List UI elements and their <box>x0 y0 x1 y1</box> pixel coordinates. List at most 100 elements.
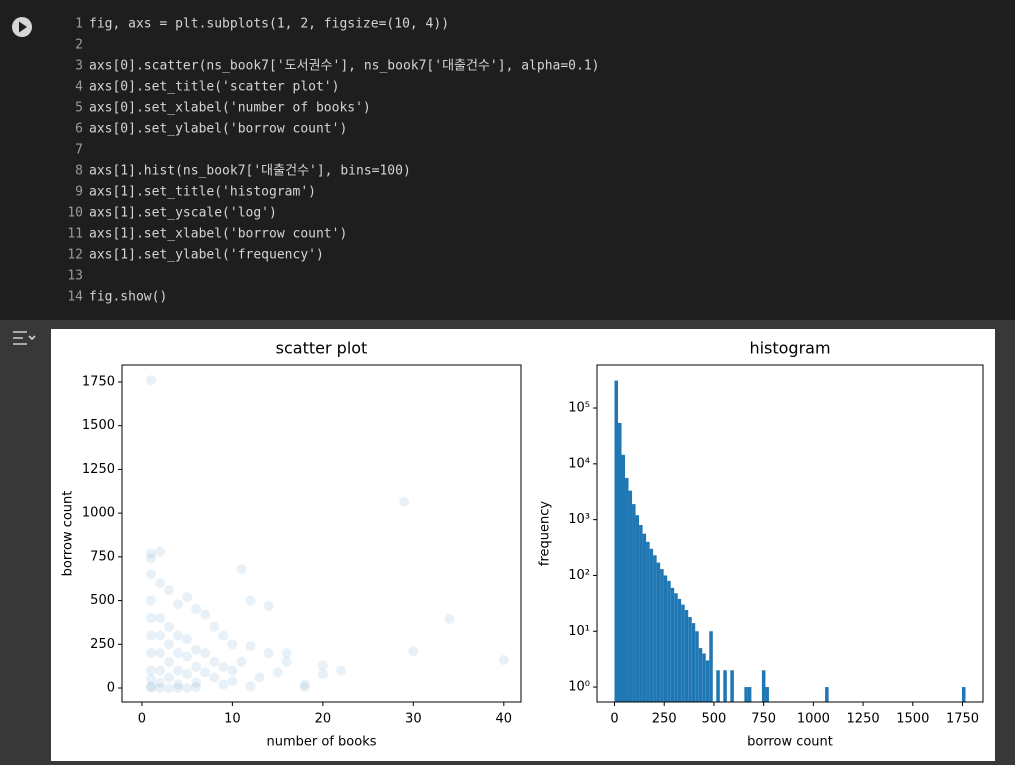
scatter-point <box>182 651 193 662</box>
histogram-bar <box>642 533 647 702</box>
x-tick-label: 10 <box>224 712 241 727</box>
histogram-bar <box>663 575 668 702</box>
scatter-point <box>408 646 419 657</box>
x-tick-label: 1750 <box>946 712 979 727</box>
scatter-point <box>173 599 184 610</box>
x-tick-label: 250 <box>652 712 677 727</box>
histogram-bar <box>625 477 629 702</box>
code-line: axs[1].hist(ns_book7['대출건수'], bins=100) <box>89 164 411 179</box>
histogram-bar <box>649 548 654 702</box>
output-toggle[interactable] <box>13 331 36 345</box>
scatter-point <box>200 609 211 620</box>
scatter-point <box>245 595 256 606</box>
scatter-point <box>191 662 202 673</box>
code-line: axs[0].set_xlabel('number of books') <box>89 101 371 116</box>
scatter-point <box>272 667 283 678</box>
y-tick-label: 10¹ <box>568 624 590 639</box>
scatter-point <box>164 656 175 667</box>
scatter-point <box>145 648 156 659</box>
scatter-point <box>191 604 202 615</box>
histogram-bar <box>691 623 696 702</box>
scatter-point <box>335 665 346 676</box>
code-line: axs[1].set_title('histogram') <box>89 185 316 200</box>
scatter-point <box>317 669 328 680</box>
scatter-point <box>155 677 165 688</box>
scatter-point <box>164 683 175 694</box>
histogram-bar <box>677 598 682 702</box>
scatter-point <box>218 679 229 690</box>
scatter-point <box>263 600 274 611</box>
scatter-point <box>299 682 310 693</box>
code-line: axs[0].scatter(ns_book7['도서권수'], ns_book… <box>89 59 600 74</box>
histogram-bar <box>747 687 752 702</box>
code-line: fig, axs = plt.subplots(1, 2, figsize=(1… <box>89 17 449 32</box>
histogram-bar <box>705 660 710 702</box>
scatter-point <box>145 665 156 676</box>
line-number: 4 <box>75 80 83 95</box>
scatter-point <box>245 681 256 692</box>
scatter-point <box>164 621 175 632</box>
scatter-point <box>145 548 156 559</box>
scatter-point <box>299 679 310 690</box>
scatter-point <box>182 634 193 645</box>
line-number: 5 <box>75 101 83 116</box>
x-axis-label: borrow count <box>747 735 833 750</box>
scatter-point <box>236 564 247 575</box>
code-line: axs[1].set_xlabel('borrow count') <box>89 227 347 242</box>
line-number: 14 <box>67 290 83 305</box>
output-icon[interactable] <box>13 331 36 345</box>
histogram-bar <box>618 422 622 702</box>
histogram-bar <box>670 587 675 702</box>
scatter-point <box>155 546 165 557</box>
axes-frame <box>596 364 984 703</box>
line-number: 1 <box>75 17 83 32</box>
line-number: 9 <box>75 185 83 200</box>
x-tick-label: 1250 <box>847 712 880 727</box>
scatter-point <box>317 660 328 671</box>
y-tick-label: 500 <box>90 593 115 608</box>
scatter-point <box>191 682 202 693</box>
scatter-point <box>155 683 165 694</box>
line-number: 3 <box>75 59 83 74</box>
histogram-bar <box>639 525 643 702</box>
run-button[interactable] <box>12 17 32 37</box>
histogram-bar <box>709 631 713 702</box>
line-number: 6 <box>75 122 83 137</box>
scatter-point <box>155 630 165 641</box>
scatter-point <box>218 630 229 641</box>
figure: 0 10 20 30 40 0 250 500 750 1000 1250 1500 1750 scatt… <box>61 339 984 750</box>
scatter-point <box>145 595 156 606</box>
histogram-bar <box>660 569 664 702</box>
histogram-bar <box>621 454 626 702</box>
x-tick-label: 1000 <box>797 712 830 727</box>
histogram-bar <box>688 617 692 702</box>
scatter-point <box>191 644 202 655</box>
x-axis-label: number of books <box>267 735 377 750</box>
x-tick-label: 20 <box>315 712 332 727</box>
scatter-point <box>145 674 156 685</box>
run-icon[interactable] <box>19 21 27 33</box>
x-tick-label: 30 <box>405 712 422 727</box>
histogram-bar <box>667 580 671 702</box>
scatter-point <box>155 648 165 659</box>
scatter-point <box>281 656 292 667</box>
scatter-point <box>227 639 238 650</box>
histogram-bar <box>628 490 633 702</box>
scatter-point <box>173 665 184 676</box>
histogram-bar <box>730 670 734 702</box>
scatter-point <box>254 672 265 683</box>
scatter-point <box>281 648 292 659</box>
histogram-bar <box>614 380 619 702</box>
scatter-point <box>173 683 184 694</box>
x-tick-label: 0 <box>610 712 618 727</box>
x-tick-label: 750 <box>751 712 776 727</box>
scatter-point <box>498 655 509 666</box>
histogram-bar <box>695 631 699 702</box>
x-tick-label: 1500 <box>896 712 929 727</box>
histogram-bar <box>744 687 748 702</box>
scatter-point <box>155 578 165 589</box>
scatter-point <box>145 375 156 386</box>
line-number: 13 <box>67 269 83 284</box>
code-line: axs[0].set_ylabel('borrow count') <box>89 122 347 137</box>
